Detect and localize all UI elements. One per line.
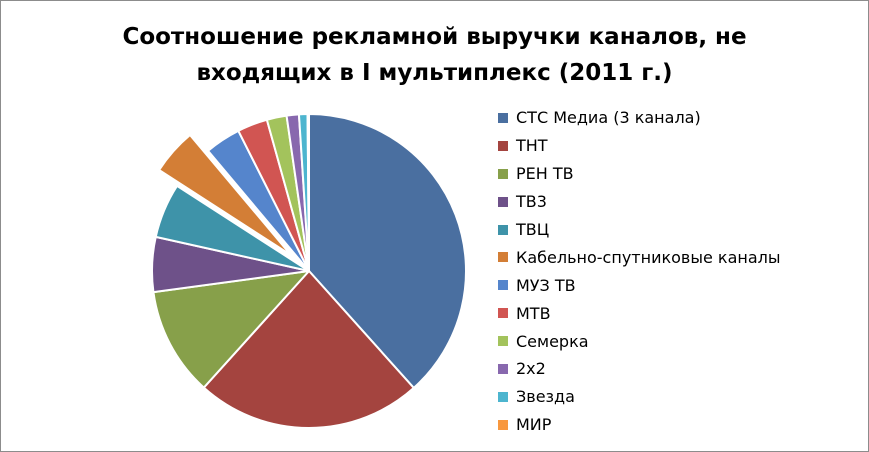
legend-item-1: СТС Медиа (3 канала) xyxy=(498,104,781,132)
legend-label: РЕН ТВ xyxy=(516,164,574,184)
legend-label: 2x2 xyxy=(516,359,546,379)
legend-swatch xyxy=(498,280,508,291)
pie-slice-6 xyxy=(158,133,292,257)
legend-label: Звезда xyxy=(516,387,575,407)
legend-label: ТВ3 xyxy=(516,192,547,212)
legend-swatch xyxy=(498,168,508,179)
legend-item-5: ТВЦ xyxy=(498,216,781,244)
chart-title-line-1: Соотношение рекламной выручки каналов, н… xyxy=(122,24,747,50)
legend-swatch xyxy=(498,252,508,263)
legend-item-4: ТВ3 xyxy=(498,188,781,216)
legend-item-7: МУЗ ТВ xyxy=(498,271,781,299)
legend-swatch xyxy=(498,140,508,151)
legend-swatch xyxy=(498,336,508,347)
legend-label: Семерка xyxy=(516,331,589,351)
pie-slice-12 xyxy=(306,113,310,272)
legend-item-6: Кабельно-спутниковые каналы xyxy=(498,243,781,271)
legend-swatch xyxy=(498,112,508,123)
legend-swatch xyxy=(498,224,508,235)
legend-item-8: МТВ xyxy=(498,299,781,327)
pie-slice-1 xyxy=(308,113,467,389)
legend-swatch xyxy=(498,391,508,402)
legend-item-12: МИР xyxy=(498,411,781,439)
legend-swatch xyxy=(498,419,508,430)
legend-label: МИР xyxy=(516,415,552,435)
legend-label: СТС Медиа (3 канала) xyxy=(516,108,701,128)
legend-swatch xyxy=(498,196,508,207)
legend-swatch xyxy=(498,308,508,319)
legend-label: ТНТ xyxy=(516,136,548,156)
legend-swatch xyxy=(498,363,508,374)
legend-item-9: Семерка xyxy=(498,327,781,355)
legend-item-10: 2x2 xyxy=(498,355,781,383)
chart-title-line-2: входящих в I мультиплекс (2011 г.) xyxy=(196,60,673,86)
pie-slice-2 xyxy=(202,270,415,429)
legend: СТС Медиа (3 канала) ТНТ РЕН ТВ ТВ3 ТВЦ Кабел… xyxy=(498,104,781,439)
legend-label: МТВ xyxy=(516,303,551,323)
legend-item-11: Звезда xyxy=(498,383,781,411)
pie-slice-5 xyxy=(154,184,310,272)
legend-item-3: РЕН ТВ xyxy=(498,160,781,188)
legend-label: Кабельно-спутниковые каналы xyxy=(516,247,781,267)
pie-slice-3 xyxy=(152,270,310,389)
legend-label: МУЗ ТВ xyxy=(516,275,576,295)
legend-label: ТВЦ xyxy=(516,220,550,239)
legend-item-2: ТНТ xyxy=(498,132,781,160)
chart-title: Соотношение рекламной выручки каналов, н… xyxy=(1,19,868,91)
